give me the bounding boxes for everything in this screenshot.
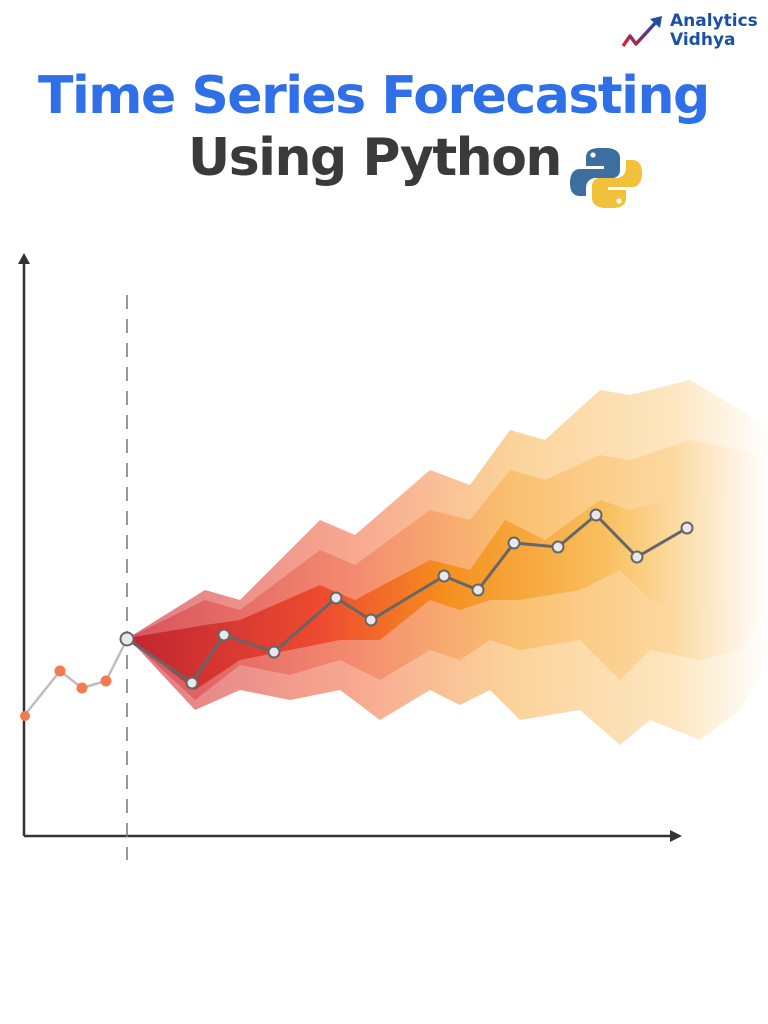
page-title: Time Series Forecasting [38, 66, 710, 126]
y-axis-arrow-icon [18, 253, 30, 264]
brand-name-line2: Vidhya [670, 30, 736, 50]
page-subtitle: Using Python [188, 128, 562, 188]
x-axis-arrow-icon [670, 830, 682, 842]
historical-line [23, 638, 129, 717]
trend-arrow-icon [621, 16, 662, 48]
python-logo-icon [570, 148, 642, 208]
forecast-points [119, 508, 694, 690]
analytics-vidhya-logo: Analytics Vidhya [620, 10, 768, 56]
brand-name-line1: Analytics [670, 11, 758, 31]
historical-points [20, 665, 112, 721]
forecast-chart [18, 253, 768, 860]
